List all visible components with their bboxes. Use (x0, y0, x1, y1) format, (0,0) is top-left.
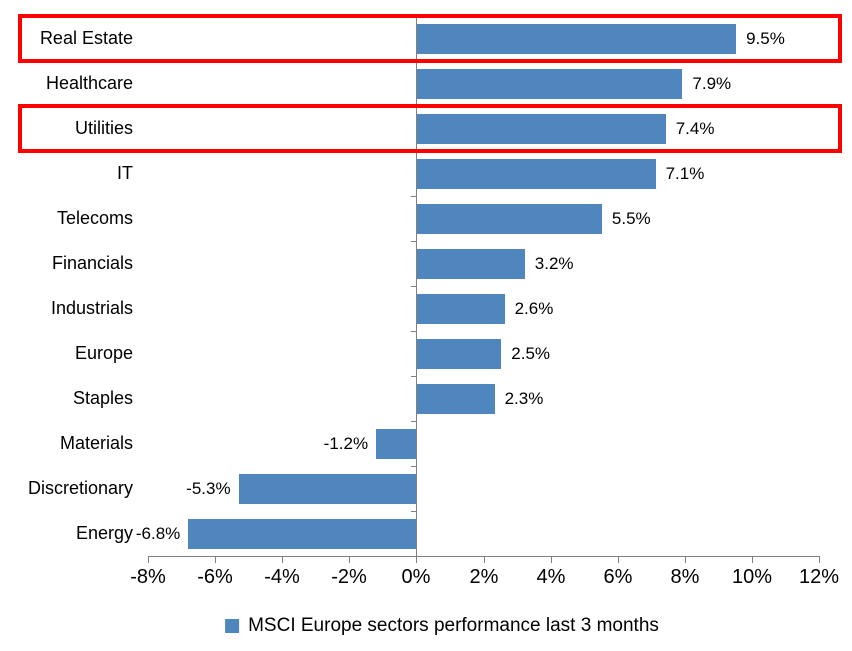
x-axis-tick (484, 556, 485, 563)
y-axis-line (416, 14, 417, 556)
bar (417, 338, 502, 369)
x-tick-label: 2% (469, 566, 499, 588)
category-axis-tick (411, 241, 416, 242)
highlight-box (18, 14, 842, 63)
category-axis-tick (411, 466, 416, 467)
legend: MSCI Europe sectors performance last 3 m… (225, 611, 659, 641)
value-label: 7.9% (692, 73, 732, 93)
category-label: Staples (72, 388, 133, 408)
value-label: -6.8% (135, 523, 181, 543)
category-label: IT (117, 163, 133, 183)
bar (417, 158, 656, 189)
value-label: 3.2% (534, 253, 574, 273)
category-axis-tick (411, 376, 416, 377)
category-axis-tick (411, 421, 416, 422)
x-tick-label: -8% (130, 566, 166, 588)
x-axis-tick (752, 556, 753, 563)
category-label: Energy (75, 523, 133, 543)
value-label: -5.3% (186, 478, 231, 498)
value-label: 9.5% (746, 28, 785, 48)
x-tick-label: -6% (197, 566, 233, 588)
x-axis-tick (282, 556, 283, 563)
value-label: 2.3% (504, 388, 544, 408)
x-axis-tick (148, 556, 149, 563)
bar (417, 383, 495, 414)
x-tick-label: 6% (603, 566, 633, 588)
highlight-box (18, 104, 842, 153)
x-axis-tick (416, 556, 417, 563)
bar (417, 248, 525, 279)
category-label: Telecoms (56, 208, 133, 228)
bar (188, 518, 417, 549)
x-axis-tick (819, 556, 820, 563)
bar (417, 23, 737, 54)
bar (417, 203, 602, 234)
category-axis-tick (411, 331, 416, 332)
x-tick-label: 0% (401, 566, 431, 588)
category-label: Europe (74, 343, 133, 363)
x-tick-label: 10% (731, 566, 773, 588)
x-axis-tick (551, 556, 552, 563)
x-axis-tick (349, 556, 350, 563)
value-label: -1.2% (323, 433, 369, 453)
category-label: Industrials (50, 298, 133, 318)
x-tick-label: -2% (331, 566, 367, 588)
category-axis-tick (411, 196, 416, 197)
x-axis-tick (618, 556, 619, 563)
x-tick-label: 12% (798, 566, 840, 588)
value-label: 7.4% (675, 118, 715, 138)
category-axis-tick (411, 556, 416, 557)
x-axis-tick (215, 556, 216, 563)
x-tick-label: 4% (536, 566, 566, 588)
x-tick-label: -4% (264, 566, 300, 588)
value-label: 7.1% (665, 163, 705, 183)
bar (417, 113, 666, 144)
x-axis-line (148, 556, 819, 557)
value-label: 5.5% (611, 208, 651, 228)
category-axis-tick (411, 511, 416, 512)
legend-label: MSCI Europe sectors performance last 3 m… (248, 615, 659, 636)
category-label: Discretionary (27, 478, 133, 498)
category-label: Financials (51, 253, 133, 273)
value-label: 2.6% (514, 298, 554, 318)
x-axis-tick (685, 556, 686, 563)
bar (417, 68, 683, 99)
category-axis-tick (411, 286, 416, 287)
category-label: Materials (59, 433, 133, 453)
category-label: Utilities (74, 118, 133, 138)
category-label: Real Estate (39, 28, 133, 48)
bar (238, 473, 417, 504)
legend-swatch-icon (225, 619, 240, 633)
bar (417, 293, 505, 324)
x-tick-label: 8% (670, 566, 700, 588)
bar (376, 428, 417, 459)
category-label: Healthcare (45, 73, 133, 93)
value-label: 2.5% (511, 343, 551, 363)
